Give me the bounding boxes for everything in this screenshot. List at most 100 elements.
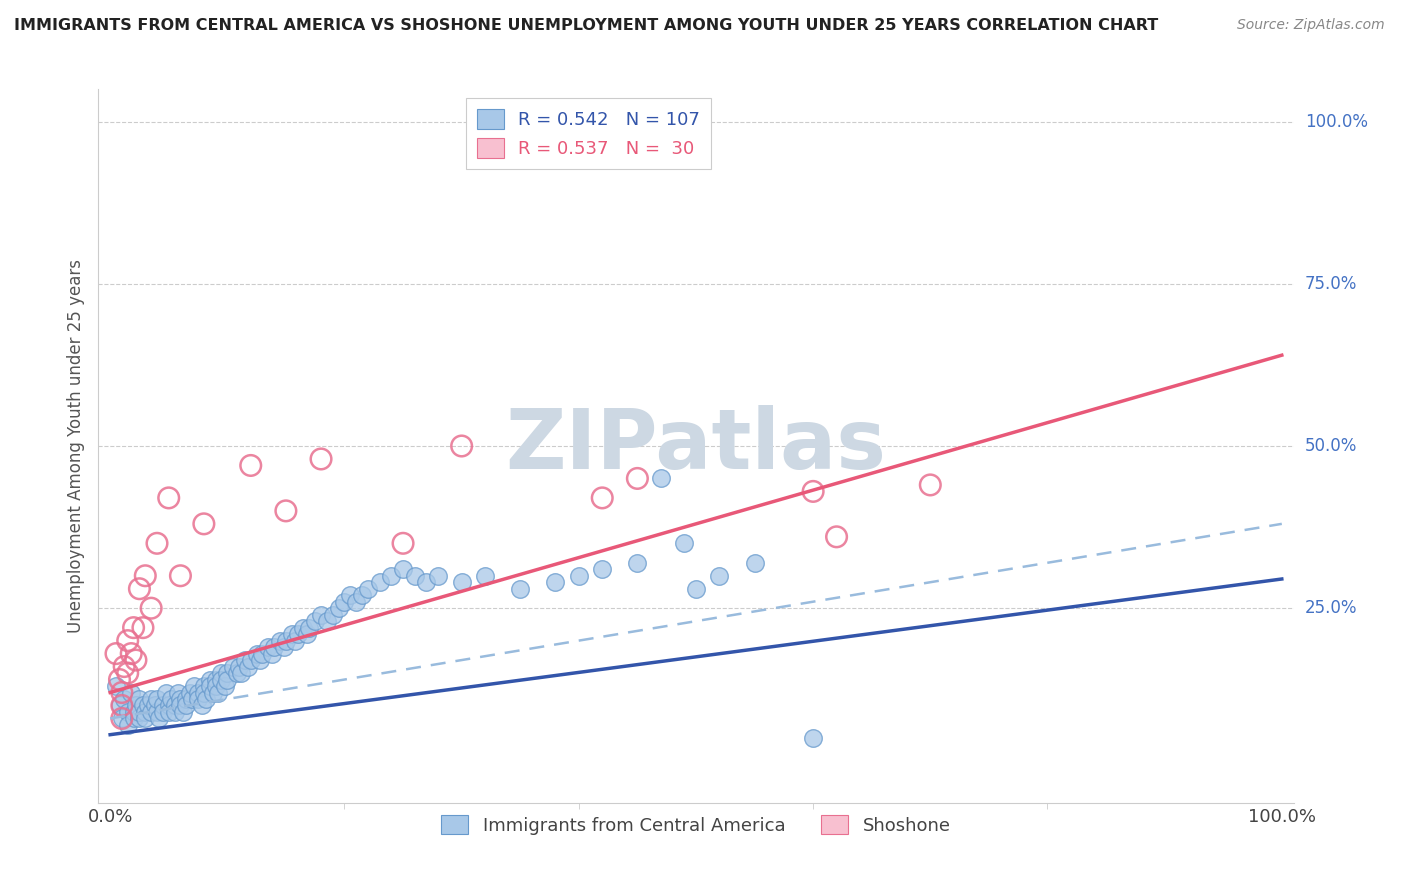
Point xyxy=(132,698,155,713)
Point xyxy=(249,653,271,667)
Point xyxy=(709,568,731,582)
Point xyxy=(157,698,180,713)
Point xyxy=(112,692,135,706)
Point xyxy=(105,647,128,661)
Point xyxy=(120,647,142,661)
Point xyxy=(134,705,156,719)
Point xyxy=(295,627,318,641)
Point xyxy=(427,568,450,582)
Point xyxy=(217,666,239,681)
Point xyxy=(141,601,163,615)
Point xyxy=(146,692,169,706)
Point xyxy=(263,640,285,654)
Legend: Immigrants from Central America, Shoshone: Immigrants from Central America, Shoshon… xyxy=(432,805,960,844)
Point xyxy=(801,731,824,745)
Point xyxy=(344,595,367,609)
Y-axis label: Unemployment Among Youth under 25 years: Unemployment Among Youth under 25 years xyxy=(66,259,84,633)
Point xyxy=(328,601,350,615)
Point xyxy=(238,659,260,673)
Point xyxy=(920,478,942,492)
Point xyxy=(193,516,215,531)
Point xyxy=(252,647,274,661)
Point xyxy=(292,621,315,635)
Point xyxy=(257,640,280,654)
Text: 100.0%: 100.0% xyxy=(1305,112,1368,130)
Point xyxy=(183,679,205,693)
Point xyxy=(187,692,209,706)
Point xyxy=(380,568,402,582)
Point xyxy=(134,711,156,725)
Point xyxy=(214,679,236,693)
Point xyxy=(591,562,613,576)
Point xyxy=(181,692,204,706)
Point xyxy=(112,659,135,673)
Point xyxy=(450,439,472,453)
Point xyxy=(568,568,591,582)
Point xyxy=(193,685,215,699)
Point xyxy=(392,562,415,576)
Point xyxy=(357,582,380,596)
Point xyxy=(198,679,221,693)
Point xyxy=(392,536,415,550)
Point xyxy=(108,698,131,713)
Point xyxy=(169,692,191,706)
Point xyxy=(591,491,613,505)
Point xyxy=(274,633,297,648)
Text: IMMIGRANTS FROM CENTRAL AMERICA VS SHOSHONE UNEMPLOYMENT AMONG YOUTH UNDER 25 YE: IMMIGRANTS FROM CENTRAL AMERICA VS SHOSH… xyxy=(14,18,1159,33)
Point xyxy=(274,504,297,518)
Point xyxy=(155,685,177,699)
Point xyxy=(284,633,307,648)
Point xyxy=(233,653,256,667)
Point xyxy=(117,705,139,719)
Point xyxy=(111,711,134,725)
Point xyxy=(122,705,145,719)
Point xyxy=(273,640,295,654)
Point xyxy=(309,452,332,467)
Point xyxy=(316,614,339,628)
Point xyxy=(179,685,201,699)
Point xyxy=(650,471,672,485)
Point xyxy=(801,484,824,499)
Point xyxy=(222,659,245,673)
Point xyxy=(152,698,174,713)
Point xyxy=(298,621,321,635)
Point xyxy=(160,692,183,706)
Point xyxy=(533,128,555,142)
Point xyxy=(163,698,186,713)
Point xyxy=(132,621,155,635)
Point xyxy=(352,588,374,602)
Point xyxy=(125,698,148,713)
Point xyxy=(122,711,145,725)
Point xyxy=(450,575,472,590)
Point xyxy=(141,705,163,719)
Point xyxy=(368,575,391,590)
Text: 50.0%: 50.0% xyxy=(1305,437,1357,455)
Point xyxy=(146,705,169,719)
Point xyxy=(152,705,174,719)
Point xyxy=(474,568,496,582)
Point xyxy=(225,666,247,681)
Point xyxy=(239,458,262,473)
Point xyxy=(190,698,212,713)
Point xyxy=(211,666,233,681)
Point xyxy=(246,647,269,661)
Point xyxy=(415,575,437,590)
Point xyxy=(117,718,139,732)
Point xyxy=(333,595,356,609)
Point xyxy=(304,614,326,628)
Point xyxy=(825,530,848,544)
Point xyxy=(111,698,134,713)
Point xyxy=(172,705,194,719)
Point xyxy=(120,685,142,699)
Text: 25.0%: 25.0% xyxy=(1305,599,1357,617)
Point xyxy=(195,692,218,706)
Point xyxy=(117,633,139,648)
Point xyxy=(744,556,766,570)
Point xyxy=(122,621,145,635)
Point xyxy=(146,536,169,550)
Point xyxy=(111,711,134,725)
Point xyxy=(207,685,229,699)
Point xyxy=(287,627,309,641)
Point xyxy=(128,705,150,719)
Point xyxy=(187,685,209,699)
